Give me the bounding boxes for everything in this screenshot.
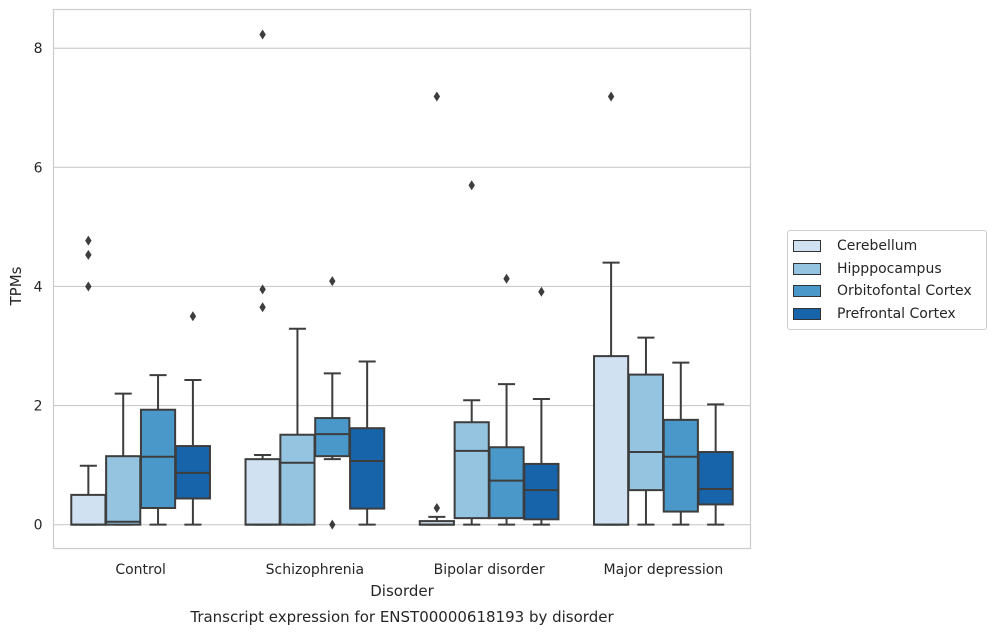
box-group	[174, 311, 211, 526]
legend-label-cerebellum: Cerebellum	[837, 238, 918, 255]
y-tick-label: 4	[34, 279, 43, 295]
x-tick-label: Bipolar disorder	[434, 562, 545, 578]
x-axis-label: Disorder	[370, 582, 434, 600]
box-group	[244, 29, 281, 526]
legend-label-orbitofrontal: Orbitofontal Cortex	[837, 283, 972, 300]
y-tick-label: 8	[34, 41, 43, 57]
box	[453, 421, 490, 520]
legend-swatch-orbitofrontal	[793, 285, 821, 298]
box-group	[697, 403, 734, 526]
chart-caption: Transcript expression for ENST0000061819…	[189, 608, 614, 626]
legend-swatch-hippocampus	[793, 262, 821, 275]
outlier-point	[259, 29, 266, 40]
box	[627, 373, 665, 492]
y-tick-label: 2	[34, 399, 43, 415]
y-tick-label: 6	[34, 160, 43, 176]
legend-label-prefrontal: Prefrontal Cortex	[837, 305, 956, 322]
box	[662, 418, 699, 513]
box-group	[105, 392, 142, 526]
outlier-point	[85, 281, 92, 292]
outlier-point	[189, 311, 197, 322]
legend-swatch-cerebellum	[793, 240, 821, 253]
outlier-point	[468, 180, 475, 191]
box-group	[349, 360, 386, 526]
x-tick-label: Schizophrenia	[266, 562, 364, 578]
legend-item-orbitofrontal: Orbitofontal Cortex	[788, 280, 986, 303]
legend: Cerebellum Hipppocampus Orbitofontal Cor…	[787, 230, 987, 330]
box	[697, 451, 734, 506]
box	[139, 408, 177, 510]
box	[244, 458, 281, 526]
outlier-point	[607, 91, 615, 102]
outlier-point	[433, 91, 441, 102]
outlier-point	[85, 235, 92, 246]
box	[279, 433, 316, 526]
box-group	[70, 235, 107, 526]
box	[349, 427, 386, 510]
box	[488, 446, 525, 520]
legend-item-hippocampus: Hipppocampus	[788, 258, 986, 281]
x-tick-label: Control	[115, 562, 166, 578]
y-tick-label: 0	[34, 518, 43, 534]
outlier-point	[503, 273, 510, 284]
box	[70, 493, 107, 526]
box	[523, 462, 560, 521]
box-group	[523, 286, 560, 526]
box-group	[314, 276, 351, 530]
legend-swatch-prefrontal	[793, 307, 821, 320]
box	[314, 417, 351, 458]
outlier-point	[259, 302, 266, 313]
y-axis-label: TPMs	[7, 266, 25, 306]
box	[105, 455, 142, 526]
box-group	[418, 91, 455, 526]
box-group	[279, 327, 316, 526]
box	[593, 355, 630, 526]
outlier-point	[538, 286, 545, 297]
legend-item-cerebellum: Cerebellum	[788, 235, 986, 258]
outlier-point	[329, 276, 336, 287]
outlier-point	[85, 249, 92, 260]
box-group	[139, 374, 177, 526]
box-group	[488, 273, 525, 526]
legend-item-prefrontal: Prefrontal Cortex	[788, 303, 986, 326]
outlier-point	[259, 284, 266, 295]
outlier-point	[329, 519, 336, 530]
x-tick-label: Major depression	[604, 562, 724, 578]
outlier-point	[433, 503, 441, 514]
box-group	[453, 180, 490, 526]
legend-label-hippocampus: Hipppocampus	[837, 260, 942, 277]
